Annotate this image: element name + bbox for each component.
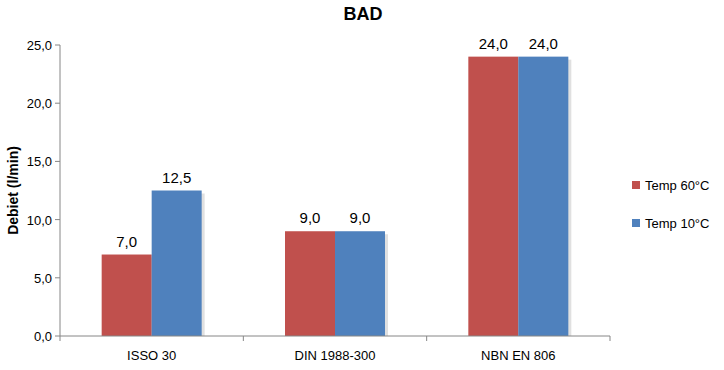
y-tick-label: 20,0 [27,96,52,111]
chart-container: BAD Debiet (l/min) 0,0 5,0 10,0 15,0 20,0 25,0 7… [0,0,724,370]
bar [285,231,335,336]
x-axis-line [60,336,610,337]
bar [102,255,152,336]
bar [518,57,568,336]
bar [152,191,202,337]
y-tick-label: 15,0 [27,154,52,169]
data-label: 24,0 [529,35,558,52]
legend-swatch [632,181,640,189]
x-tick-label: ISSO 30 [127,348,176,363]
legend-swatch [632,219,640,227]
y-tick [55,45,60,46]
legend-label: Temp 60°C [645,178,709,193]
bar [335,231,385,336]
bars [102,57,572,336]
x-tick [243,336,244,341]
x-tick [60,336,61,341]
y-tick [55,277,60,278]
data-label: 24,0 [479,35,508,52]
data-label: 7,0 [116,233,137,250]
chart-svg: BAD Debiet (l/min) 0,0 5,0 10,0 15,0 20,0 25,0 7… [0,0,724,370]
data-label: 9,0 [350,209,371,226]
y-tick-label: 5,0 [34,271,52,286]
y-tick-label: 0,0 [34,329,52,344]
y-axis-label: Debiet (l/min) [5,146,21,235]
chart-title: BAD [344,4,383,24]
x-tick [610,336,611,341]
bar [468,57,518,336]
y-tick [55,336,60,337]
y-tick-label: 25,0 [27,38,52,53]
y-tick [55,219,60,220]
x-tick-label: NBN EN 806 [481,348,555,363]
y-tick [55,161,60,162]
y-tick-label: 10,0 [27,213,52,228]
y-axis-line [60,45,61,336]
x-tick-label: DIN 1988-300 [295,348,376,363]
legend-label: Temp 10°C [645,216,709,231]
data-label: 9,0 [300,209,321,226]
y-tick [55,103,60,104]
data-label: 12,5 [162,169,191,186]
x-tick [426,336,427,341]
